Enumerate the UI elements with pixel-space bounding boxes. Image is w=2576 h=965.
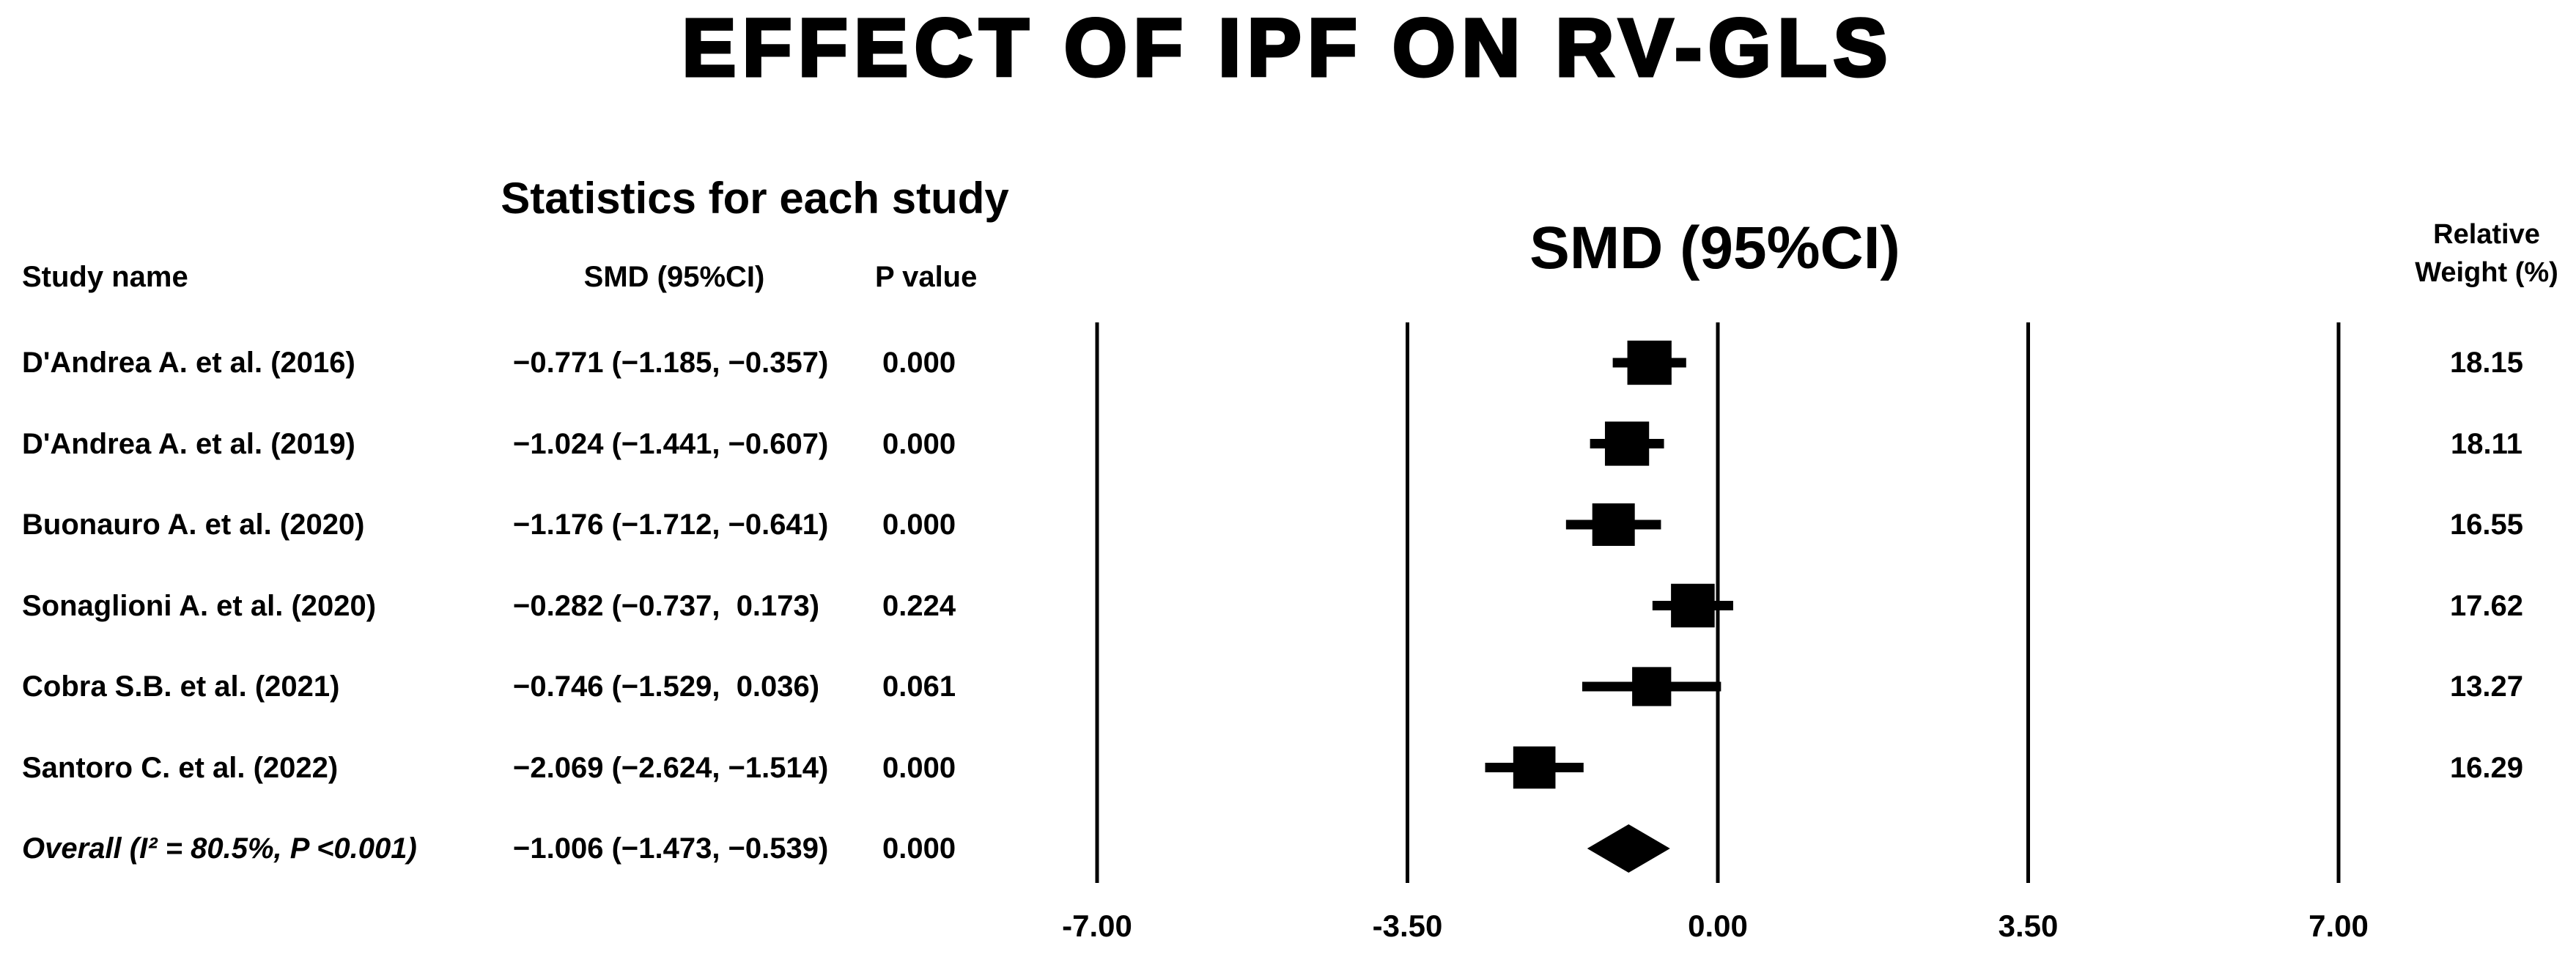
p-value: 0.000 xyxy=(882,751,956,784)
relative-weight-value: 18.15 xyxy=(2449,347,2524,379)
smd-ci-value: −0.282 (−0.737, 0.173) xyxy=(513,589,820,622)
effect-size-square xyxy=(1632,667,1672,706)
weight-header-line-1: Relative xyxy=(2433,219,2540,250)
axis-tick-label: 3.50 xyxy=(1998,909,2059,943)
axis-gridline xyxy=(2336,322,2341,883)
smd-ci-value: −1.176 (−1.712, −0.641) xyxy=(513,509,829,541)
smd-ci-value: −0.771 (−1.185, −0.357) xyxy=(513,347,829,379)
weight-header-line-2: Weight (%) xyxy=(2415,257,2558,288)
figure-title: EFFECT OF IPF ON RV-GLS xyxy=(680,1,1894,95)
effect-size-square xyxy=(1592,503,1635,546)
effect-size-square xyxy=(1513,746,1556,789)
relative-weight-value: 16.55 xyxy=(2449,509,2524,541)
p-value: 0.061 xyxy=(882,670,956,703)
smd-ci-value: −1.006 (−1.473, −0.539) xyxy=(513,832,829,865)
effect-size-square xyxy=(1671,583,1715,628)
effect-size-square xyxy=(1604,421,1650,466)
relative-weight-value: 17.62 xyxy=(2449,589,2524,622)
study-name: Sonaglioni A. et al. (2020) xyxy=(22,589,377,622)
p-value: 0.000 xyxy=(882,509,956,541)
study-name: Cobra S.B. et al. (2021) xyxy=(22,670,340,703)
axis-tick-label: 0.00 xyxy=(1688,909,1748,943)
p-value: 0.000 xyxy=(882,347,956,379)
axis-gridline xyxy=(1095,322,1099,883)
p-value: 0.000 xyxy=(882,832,956,865)
stats-group-header: Statistics for each study xyxy=(501,174,1009,223)
axis-tick-label: -7.00 xyxy=(1062,909,1132,943)
study-name: D'Andrea A. et al. (2016) xyxy=(22,347,355,379)
p-value: 0.000 xyxy=(882,427,956,460)
study-name: Buonauro A. et al. (2020) xyxy=(22,509,365,541)
axis-gridline xyxy=(1406,322,1409,883)
relative-weight-value: 18.11 xyxy=(2451,427,2523,460)
study-name: Santoro C. et al. (2022) xyxy=(22,751,339,784)
effect-size-square xyxy=(1627,340,1672,385)
overall-diamond xyxy=(1587,824,1670,873)
axis-gridline xyxy=(2026,322,2030,883)
column-header-relative-weight: Relative Weight (%) xyxy=(2395,215,2576,292)
axis-tick-label: -3.50 xyxy=(1372,909,1443,943)
study-name: D'Andrea A. et al. (2019) xyxy=(22,427,355,460)
axis-tick-label: 7.00 xyxy=(2309,909,2369,943)
column-header-smd: SMD (95%CI) xyxy=(583,261,765,293)
column-header-p-value: P value xyxy=(875,261,978,293)
relative-weight-value: 13.27 xyxy=(2449,670,2524,703)
overall-row-label: Overall (I² = 80.5%, P <0.001) xyxy=(22,832,417,865)
p-value: 0.224 xyxy=(882,589,956,622)
smd-ci-value: −0.746 (−1.529, 0.036) xyxy=(513,670,820,703)
smd-ci-value: −1.024 (−1.441, −0.607) xyxy=(513,427,829,460)
relative-weight-value: 16.29 xyxy=(2449,751,2524,784)
column-header-study-name: Study name xyxy=(22,261,188,293)
plot-axis-title: SMD (95%CI) xyxy=(1529,215,1900,281)
smd-ci-value: −2.069 (−2.624, −1.514) xyxy=(513,751,829,784)
